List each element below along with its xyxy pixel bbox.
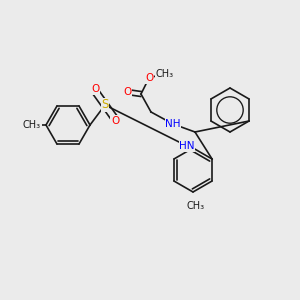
Text: NH: NH (165, 119, 181, 129)
Text: CH₃: CH₃ (23, 120, 41, 130)
Text: CH₃: CH₃ (156, 69, 174, 79)
Text: S: S (101, 98, 109, 112)
Text: CH₃: CH₃ (187, 201, 205, 211)
Text: O: O (145, 73, 153, 83)
Text: O: O (91, 84, 99, 94)
Text: HN: HN (179, 141, 195, 151)
Text: O: O (111, 116, 119, 126)
Text: O: O (123, 87, 131, 97)
